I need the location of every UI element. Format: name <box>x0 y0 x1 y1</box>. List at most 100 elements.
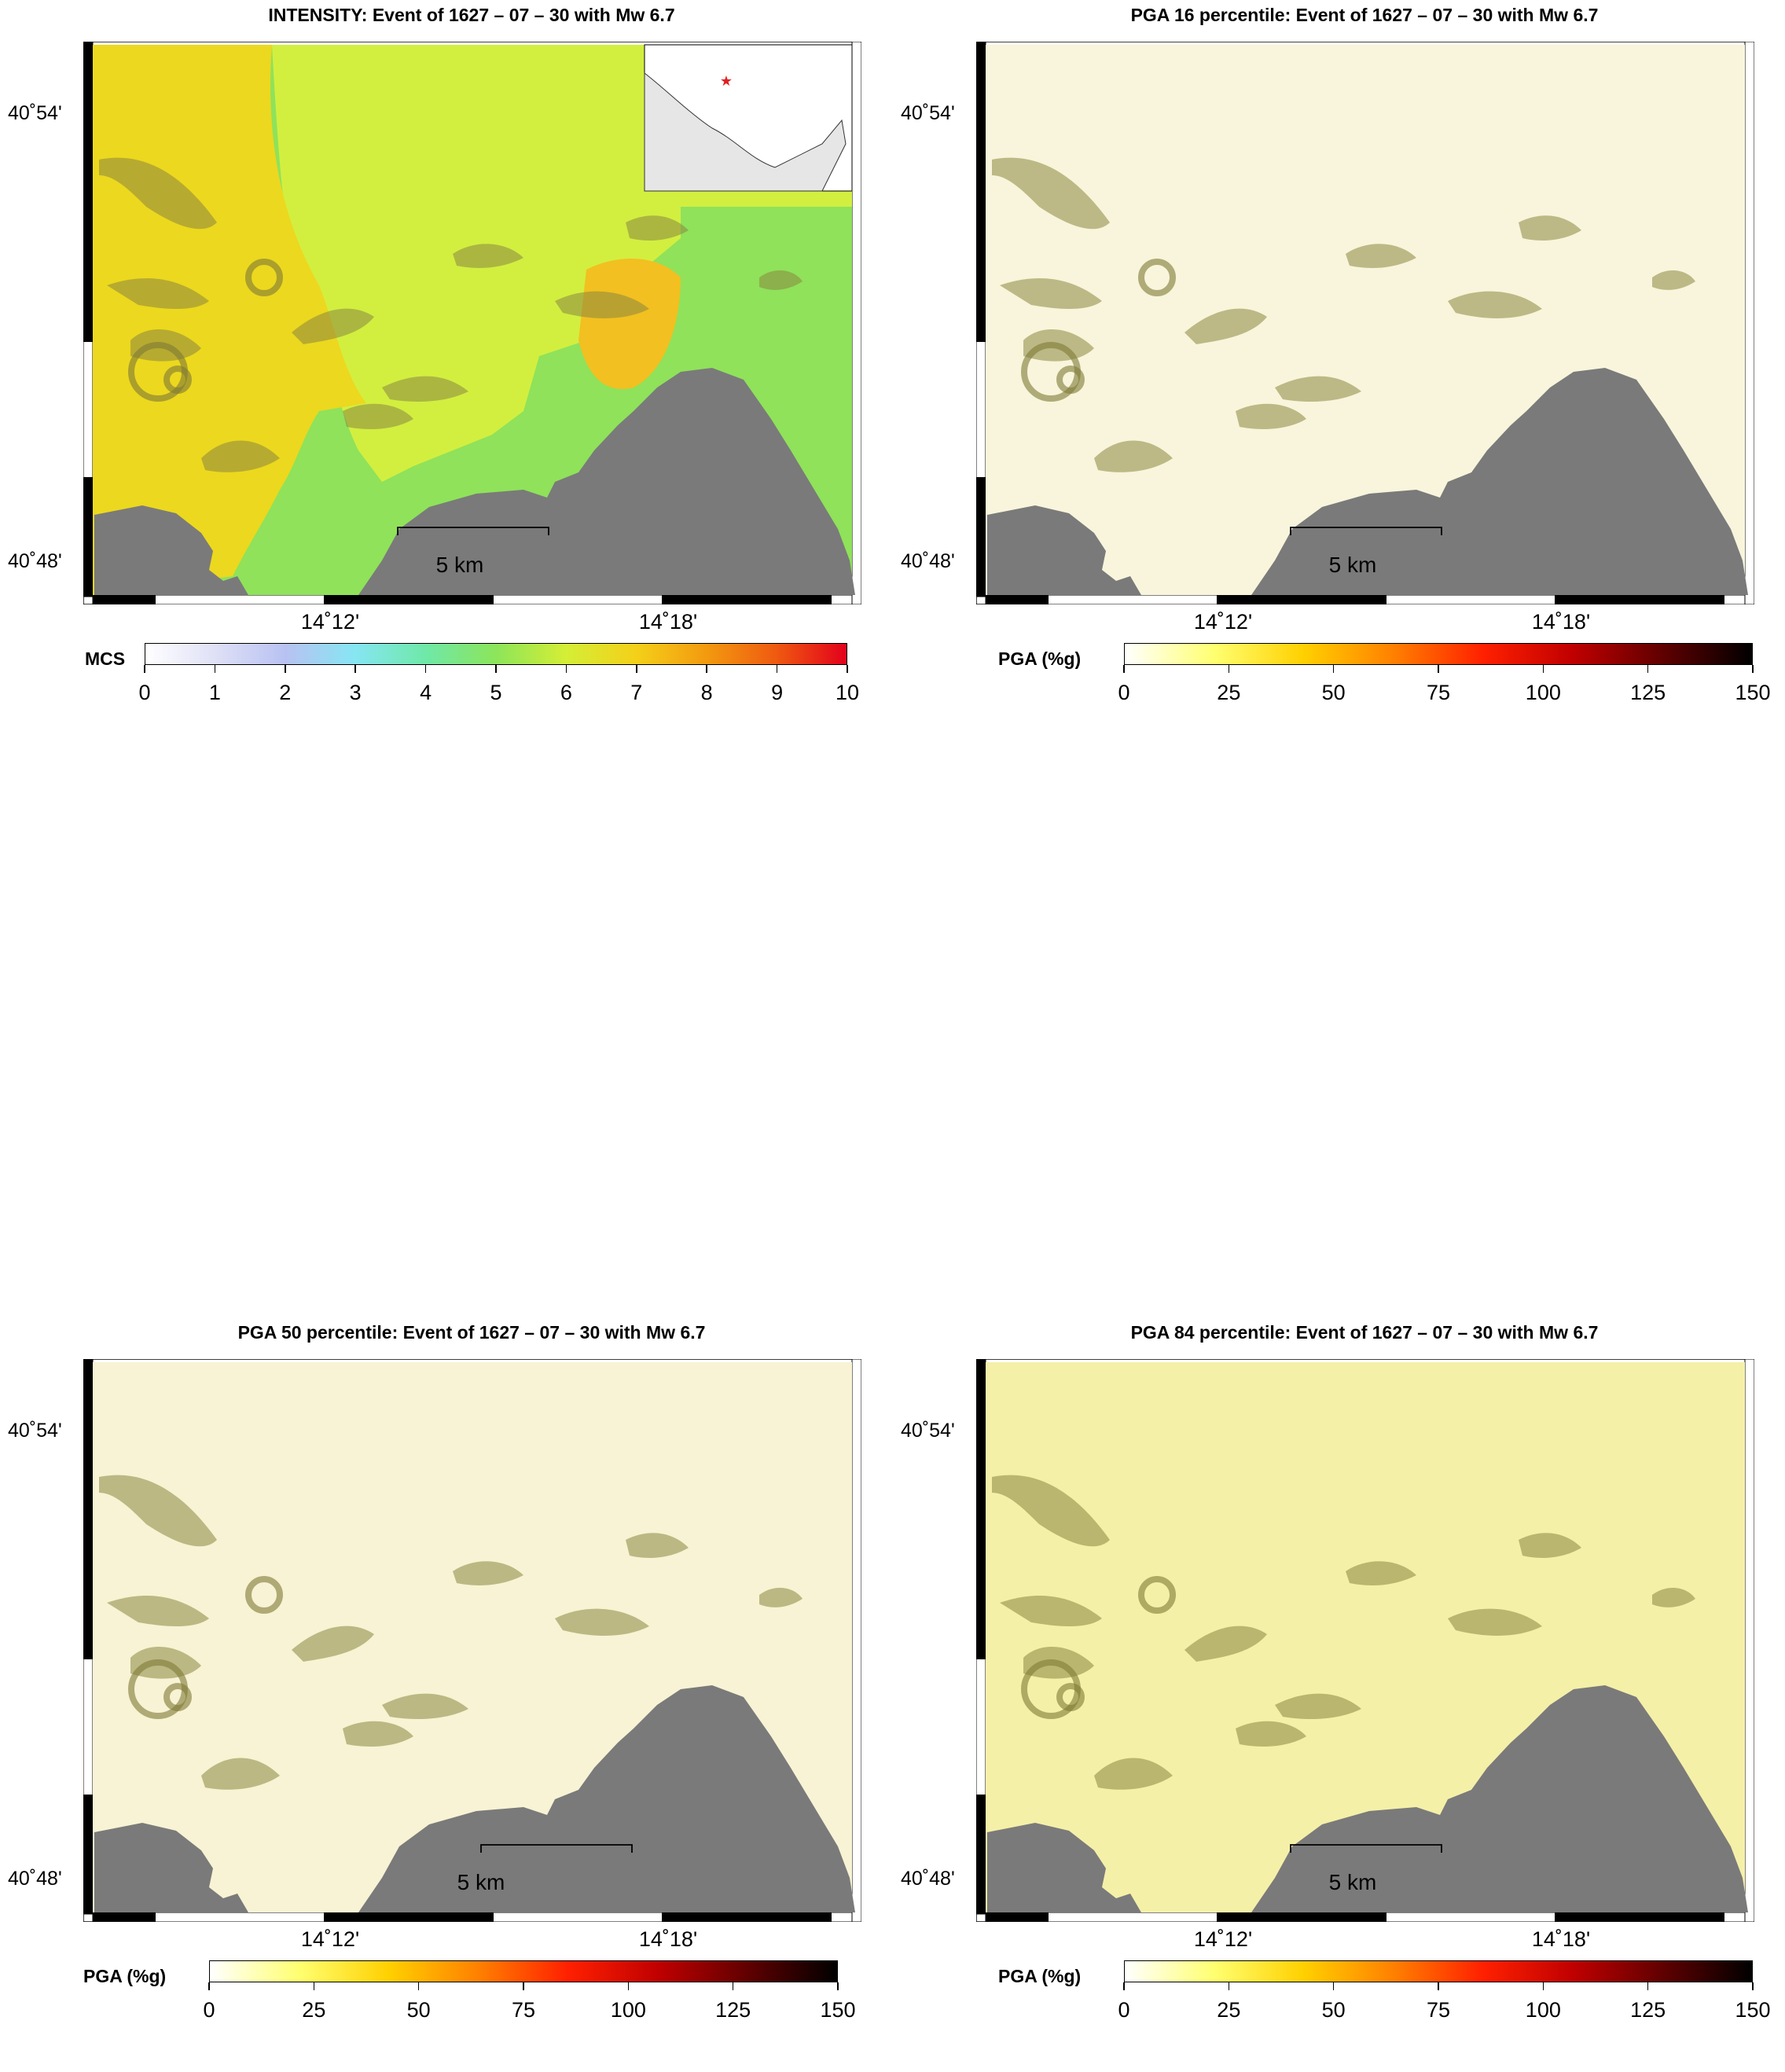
longitude-label-east: 14˚18' <box>1531 1927 1591 1951</box>
colorbar-tick-mark <box>1438 665 1439 673</box>
inset-land <box>644 72 847 192</box>
panel-title: PGA 16 percentile: Event of 1627 – 07 – … <box>1130 5 1599 25</box>
colorbar-tick-mark <box>495 665 497 673</box>
sea-area-west <box>94 505 248 595</box>
terrain-relief <box>99 1475 217 1547</box>
crater-ring <box>1056 1683 1085 1711</box>
terrain-relief <box>759 270 803 290</box>
colorbar-tick-mark <box>627 1982 630 1990</box>
panel-title: PGA 50 percentile: Event of 1627 – 07 – … <box>237 1322 706 1343</box>
colorbar-tick-mark <box>565 665 567 673</box>
colorbar-tick-mark <box>144 665 145 673</box>
colorbar-tick-mark <box>354 665 356 673</box>
map-frame <box>976 1359 1754 1922</box>
colorbar-tick-mark <box>1123 1982 1125 1990</box>
colorbar-tick-mark <box>1123 665 1125 673</box>
terrain-relief <box>382 1693 468 1719</box>
colorbar-tick-label: 1 <box>208 681 221 704</box>
latitude-label-north: 40˚54' <box>901 1420 955 1442</box>
colorbar-tick-label: 10 <box>835 681 860 704</box>
frame-left-black-segment <box>83 477 93 597</box>
map-panel-pga-16: PGA 16 percentile: Event of 1627 – 07 – … <box>893 0 1785 755</box>
terrain-relief <box>453 244 523 268</box>
sea-area-west <box>94 1823 248 1912</box>
crater-ring <box>1138 1576 1176 1614</box>
scale-bar-label: 5 km <box>1328 553 1377 577</box>
colorbar-pga <box>1124 1960 1753 1982</box>
colorbar-tick-mark <box>424 665 427 673</box>
frame-right-strip <box>1744 1359 1754 1922</box>
frame-left-black-segment <box>83 1795 93 1914</box>
sea-area-bay <box>1251 1685 1748 1912</box>
scale-bar <box>1290 527 1442 535</box>
terrain-relief <box>292 308 374 344</box>
colorbar-tick-mark <box>1332 1982 1335 1990</box>
frame-left-black-segment <box>976 1795 986 1914</box>
colorbar-tick-mark <box>285 665 286 673</box>
frame-bottom-black-segment <box>324 1912 494 1922</box>
colorbar-tick-mark <box>1332 665 1335 673</box>
colorbar-tick-mark <box>732 1982 734 1990</box>
colorbar-tick-mark <box>1228 1982 1230 1990</box>
panel-title: PGA 84 percentile: Event of 1627 – 07 – … <box>1130 1322 1599 1343</box>
terrain-relief <box>1275 1693 1361 1719</box>
colorbar-tick-label: 50 <box>1321 681 1346 704</box>
colorbar-tick-mark <box>636 665 637 673</box>
terrain-relief <box>992 1475 1110 1547</box>
terrain-relief <box>343 403 413 429</box>
crater-ring <box>245 259 283 296</box>
colorbar-tick-label: 25 <box>1217 1998 1241 2022</box>
terrain-relief <box>107 278 209 309</box>
latitude-label-south: 40˚48' <box>8 550 62 572</box>
scale-bar <box>480 1844 633 1853</box>
epicenter-icon: ★ <box>720 73 733 90</box>
sea-area-bay <box>358 368 855 595</box>
colorbar-tick-label: 50 <box>406 1998 431 2022</box>
colorbar-tick-mark <box>313 1982 315 1990</box>
latitude-label-south: 40˚48' <box>901 1868 955 1890</box>
colorbar-tick-label: 25 <box>1217 681 1241 704</box>
colorbar-tick-label: 125 <box>1630 681 1666 704</box>
sea-area-bay <box>1251 368 1748 595</box>
colorbar-tick-label: 7 <box>630 681 643 704</box>
intensity-zone-8 <box>578 259 681 389</box>
colorbar-mcs <box>145 643 847 665</box>
frame-left-black-segment <box>83 1359 93 1659</box>
colorbar-tick-label: 5 <box>490 681 502 704</box>
terrain-relief <box>1000 1596 1102 1626</box>
colorbar-tick-label: 75 <box>1426 1998 1451 2022</box>
frame-bottom-black-segment <box>93 1912 156 1922</box>
colorbar-tick-label: 8 <box>700 681 713 704</box>
colorbar-tick-label: 9 <box>771 681 784 704</box>
panel-title: INTENSITY: Event of 1627 – 07 – 30 with … <box>268 5 675 25</box>
terrain-relief <box>1184 308 1267 344</box>
scale-bar-label: 5 km <box>457 1870 505 1894</box>
map-frame: ★ <box>83 42 861 604</box>
terrain-relief <box>453 1561 523 1585</box>
latitude-label-north: 40˚54' <box>8 1420 62 1442</box>
terrain-relief <box>1448 1608 1542 1636</box>
frame-right-strip <box>851 1359 861 1922</box>
crater-ring <box>1056 366 1085 394</box>
latitude-label-south: 40˚48' <box>901 550 955 572</box>
terrain-relief <box>626 215 689 241</box>
terrain-relief <box>1094 1758 1173 1790</box>
frame-bottom-black-segment <box>986 595 1049 604</box>
frame-right-strip <box>1744 42 1754 604</box>
colorbar-tick-label: 75 <box>1426 681 1451 704</box>
colorbar-tick-mark <box>523 1982 524 1990</box>
locator-inset: ★ <box>644 44 853 192</box>
longitude-label-west: 14˚12' <box>300 1927 360 1951</box>
sea-area-west <box>987 1823 1141 1912</box>
terrain-relief <box>292 1626 374 1662</box>
colorbar-tick-mark <box>1542 1982 1544 1990</box>
longitude-label-west: 14˚12' <box>1193 610 1253 634</box>
terrain-relief <box>99 157 217 230</box>
longitude-label-east: 14˚18' <box>638 1927 698 1951</box>
terrain-relief <box>1236 403 1306 429</box>
colorbar-tick-label: 100 <box>1525 1998 1561 2022</box>
terrain-relief <box>1519 215 1581 241</box>
terrain-relief <box>1448 291 1542 318</box>
colorbar-tick-mark <box>1542 665 1544 673</box>
frame-left-black-segment <box>976 477 986 597</box>
